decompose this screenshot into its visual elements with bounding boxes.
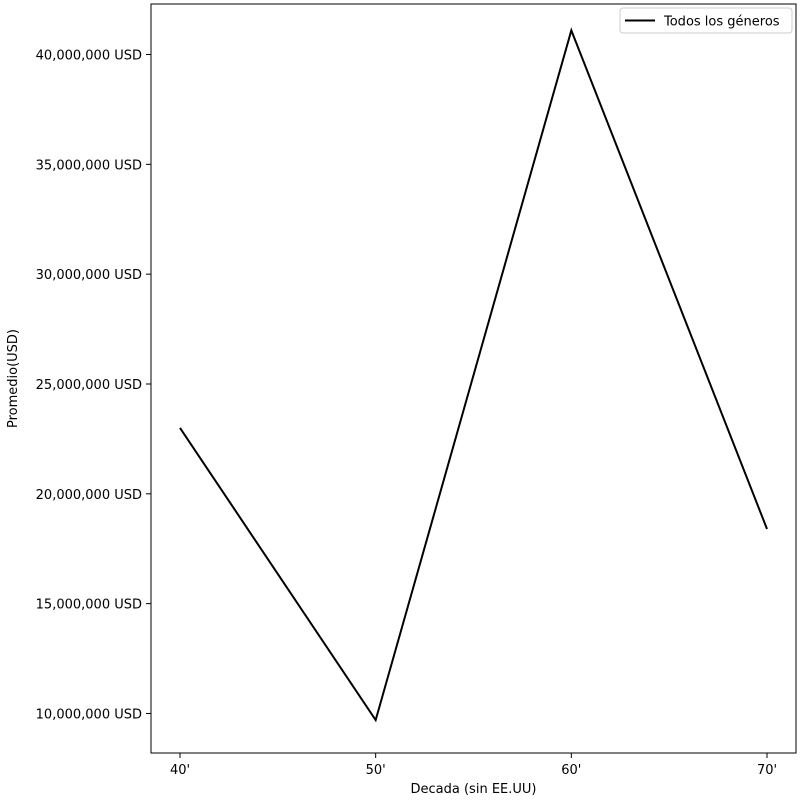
legend-box: [619, 7, 793, 34]
x-tick-label: 40': [170, 763, 190, 778]
legend: Todos los géneros: [619, 7, 793, 34]
plot-frame: [150, 3, 797, 754]
x-axis-title: Decada (sin EE.UU): [411, 782, 537, 797]
x-tick-label: 50': [366, 763, 386, 778]
y-tick-label: 10,000,000 USD: [36, 707, 142, 722]
series-line: [179, 27, 768, 723]
x-axis-ticks: 40' 50' 60' 70': [170, 753, 777, 778]
series-layer: [179, 27, 768, 723]
y-tick-label: 15,000,000 USD: [36, 598, 142, 613]
y-axis-ticks: 10,000,000 USD 15,000,000 USD 20,000,000 U…: [36, 49, 151, 722]
y-tick-label: 20,000,000 USD: [36, 488, 142, 503]
y-tick-label: 35,000,000 USD: [36, 158, 142, 173]
x-tick-label: 70': [757, 763, 777, 778]
y-tick-label: 30,000,000 USD: [36, 268, 142, 283]
y-tick-label: 25,000,000 USD: [36, 378, 142, 393]
y-axis-title: Promedio(USD): [6, 329, 21, 428]
legend-label: Todos los géneros: [663, 15, 780, 30]
x-tick-label: 60': [561, 763, 581, 778]
y-tick-label: 40,000,000 USD: [36, 49, 142, 64]
